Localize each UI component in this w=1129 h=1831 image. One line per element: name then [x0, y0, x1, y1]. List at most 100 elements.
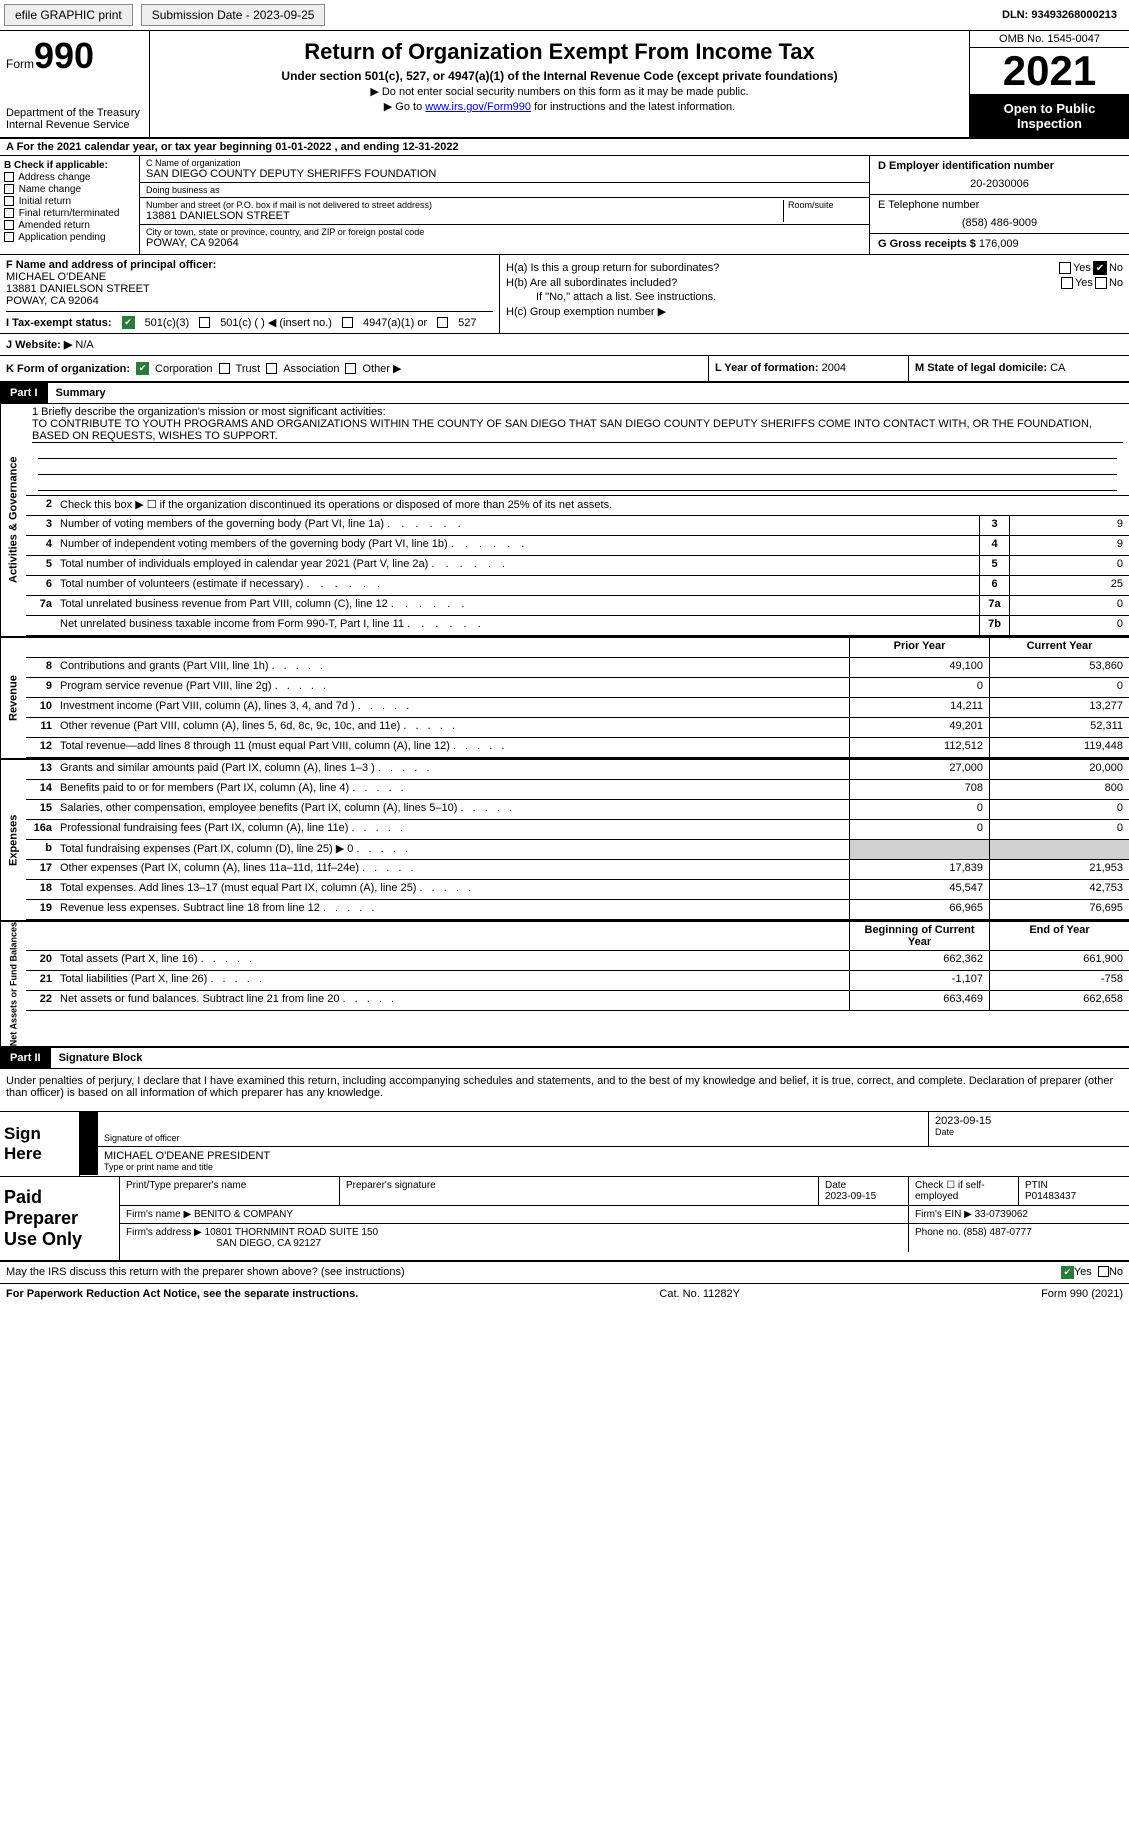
irs-link[interactable]: www.irs.gov/Form990 [425, 101, 531, 113]
signature-declaration: Under penalties of perjury, I declare th… [0, 1069, 1129, 1105]
open-to-public: Open to Public Inspection [970, 95, 1129, 137]
section-a-taxyear: A For the 2021 calendar year, or tax yea… [0, 139, 1129, 156]
line-2: Check this box ▶ ☐ if the organization d… [56, 496, 1129, 515]
side-label-governance: Activities & Governance [0, 404, 26, 636]
side-label-expenses: Expenses [0, 760, 26, 920]
checkbox-initial-return[interactable] [4, 196, 14, 206]
form-note-link: ▶ Go to www.irs.gov/Form990 for instruct… [158, 100, 961, 113]
dept-treasury: Department of the Treasury [6, 107, 143, 119]
checkbox-hb-yes[interactable] [1061, 277, 1073, 289]
form-header: Form990 Department of the Treasury Inter… [0, 31, 1129, 139]
form-number: Form990 [6, 35, 143, 77]
curr-14: 800 [989, 780, 1129, 799]
prior-10: 14,211 [849, 698, 989, 717]
prep-date: 2023-09-15 [825, 1191, 876, 1202]
prior-b [849, 840, 989, 859]
row-j-website: J Website: ▶ N/A [0, 334, 1129, 356]
year-formation: 2004 [822, 362, 846, 374]
curr-22: 662,658 [989, 991, 1129, 1010]
checkbox-corp[interactable]: ✔ [136, 362, 149, 375]
prior-11: 49,201 [849, 718, 989, 737]
checkbox-discuss-no[interactable] [1098, 1266, 1109, 1277]
city-state-zip: POWAY, CA 92064 [146, 237, 863, 249]
checkbox-527[interactable] [437, 317, 448, 328]
firm-addr2: SAN DIEGO, CA 92127 [126, 1238, 321, 1249]
side-label-revenue: Revenue [0, 638, 26, 758]
firm-phone: (858) 487-0777 [963, 1227, 1031, 1238]
block-f-h: F Name and address of principal officer:… [0, 255, 1129, 334]
checkbox-name-change[interactable] [4, 184, 14, 194]
irs-label: Internal Revenue Service [6, 119, 143, 131]
prior-8: 49,100 [849, 658, 989, 677]
form-subtitle: Under section 501(c), 527, or 4947(a)(1)… [158, 69, 961, 83]
officer-city: POWAY, CA 92064 [6, 295, 493, 307]
part1-header: Part I Summary [0, 383, 1129, 404]
side-label-netassets: Net Assets or Fund Balances [0, 922, 26, 1046]
prior-20: 662,362 [849, 951, 989, 970]
curr-19: 76,695 [989, 900, 1129, 919]
checkbox-ha-yes[interactable] [1059, 262, 1071, 274]
checkbox-application-pending[interactable] [4, 232, 14, 242]
curr-17: 21,953 [989, 860, 1129, 879]
mission-text: TO CONTRIBUTE TO YOUTH PROGRAMS AND ORGA… [32, 418, 1123, 443]
checkbox-address-change[interactable] [4, 172, 14, 182]
checkbox-amended-return[interactable] [4, 220, 14, 230]
prior-16a: 0 [849, 820, 989, 839]
checkbox-trust[interactable] [219, 363, 230, 374]
checkbox-assoc[interactable] [266, 363, 277, 374]
curr-11: 52,311 [989, 718, 1129, 737]
street-address: 13881 DANIELSON STREET [146, 210, 783, 222]
checkbox-ha-no[interactable]: ✔ [1093, 261, 1107, 275]
checkbox-501c3[interactable]: ✔ [122, 316, 135, 329]
submission-date-button[interactable]: Submission Date - 2023-09-25 [141, 4, 326, 26]
sign-here-block: Sign Here Signature of officer 2023-09-1… [0, 1111, 1129, 1177]
dln-text: DLN: 93493268000213 [1002, 9, 1125, 21]
checkbox-4947[interactable] [342, 317, 353, 328]
curr-16a: 0 [989, 820, 1129, 839]
prior-22: 663,469 [849, 991, 989, 1010]
prior-12: 112,512 [849, 738, 989, 757]
block-header-info: B Check if applicable: Address change Na… [0, 156, 1129, 255]
value-line-3: 9 [1009, 516, 1129, 535]
curr-21: -758 [989, 971, 1129, 990]
firm-addr1: 10801 THORNMINT ROAD SUITE 150 [205, 1227, 379, 1238]
curr-12: 119,448 [989, 738, 1129, 757]
prior-19: 66,965 [849, 900, 989, 919]
omb-number: OMB No. 1545-0047 [970, 31, 1129, 48]
checkbox-discuss-yes[interactable]: ✔ [1061, 1266, 1074, 1279]
org-name: SAN DIEGO COUNTY DEPUTY SHERIFFS FOUNDAT… [146, 168, 863, 180]
curr-15: 0 [989, 800, 1129, 819]
column-c-org: C Name of organization SAN DIEGO COUNTY … [140, 156, 869, 254]
value-line-5: 0 [1009, 556, 1129, 575]
checkbox-hb-no[interactable] [1095, 277, 1107, 289]
column-b-checkboxes: B Check if applicable: Address change Na… [0, 156, 140, 254]
checkbox-other[interactable] [345, 363, 356, 374]
curr-18: 42,753 [989, 880, 1129, 899]
prior-18: 45,547 [849, 880, 989, 899]
sig-date: 2023-09-15 [935, 1115, 1123, 1127]
curr-20: 661,900 [989, 951, 1129, 970]
efile-print-button[interactable]: efile GRAPHIC print [4, 4, 133, 26]
check-self-emp[interactable]: Check ☐ if self-employed [909, 1177, 1019, 1205]
value-line-7b: 0 [1009, 616, 1129, 635]
value-line-4: 9 [1009, 536, 1129, 555]
firm-name: BENITO & COMPANY [194, 1209, 293, 1220]
column-deg: D Employer identification number 20-2030… [869, 156, 1129, 254]
prior-9: 0 [849, 678, 989, 697]
curr-10: 13,277 [989, 698, 1129, 717]
curr-b [989, 840, 1129, 859]
prior-14: 708 [849, 780, 989, 799]
top-toolbar: efile GRAPHIC print Submission Date - 20… [0, 0, 1129, 31]
phone-value: (858) 486-9009 [878, 217, 1121, 229]
website-value: N/A [75, 339, 93, 351]
checkbox-final-return-terminated[interactable] [4, 208, 14, 218]
officer-name: MICHAEL O'DEANE [6, 271, 493, 283]
prior-13: 27,000 [849, 760, 989, 779]
prior-17: 17,839 [849, 860, 989, 879]
curr-9: 0 [989, 678, 1129, 697]
form-title: Return of Organization Exempt From Incom… [158, 39, 961, 65]
state-domicile: CA [1050, 362, 1065, 374]
page-footer: For Paperwork Reduction Act Notice, see … [0, 1284, 1129, 1304]
checkbox-501c[interactable] [199, 317, 210, 328]
officer-street: 13881 DANIELSON STREET [6, 283, 493, 295]
